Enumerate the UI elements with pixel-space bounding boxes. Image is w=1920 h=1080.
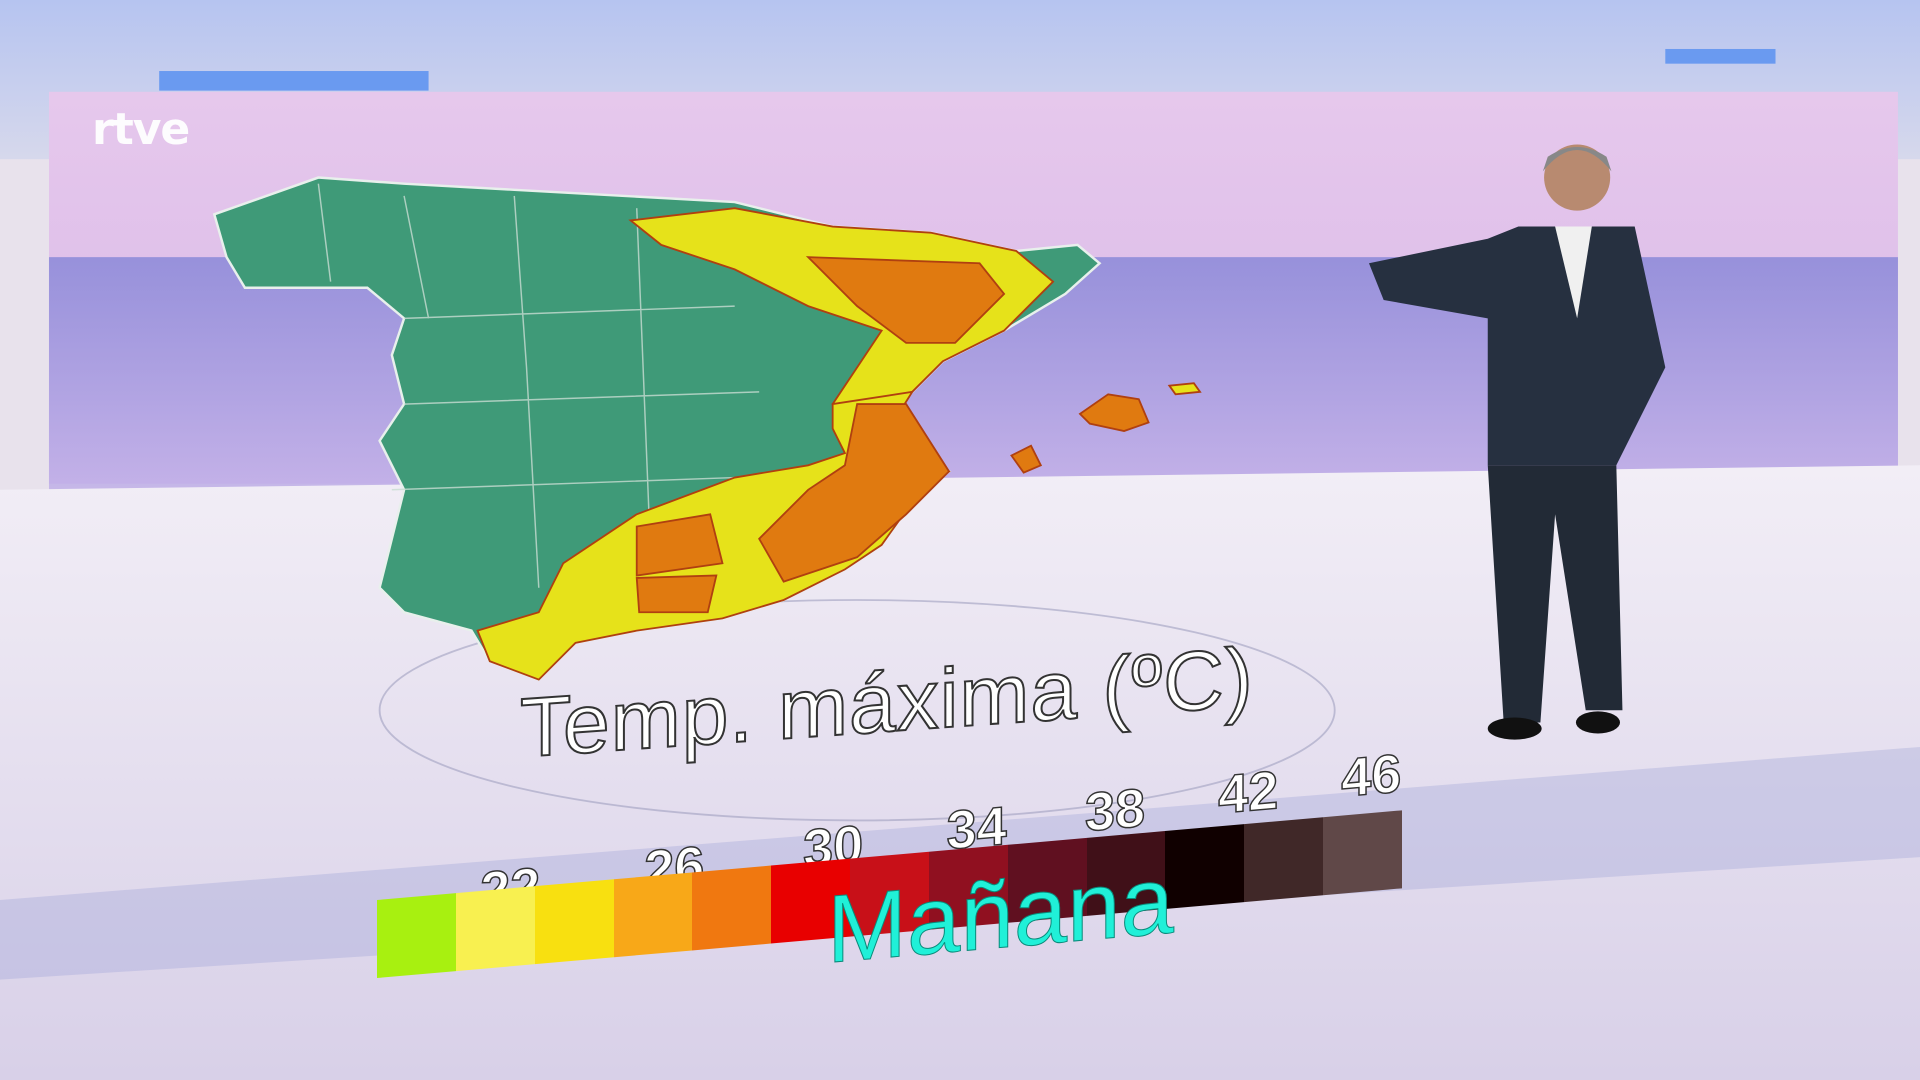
legend-swatch [1244, 817, 1324, 903]
legend-swatch [1323, 810, 1402, 896]
region-orange-south [635, 513, 724, 577]
presenter-head [1544, 144, 1611, 211]
legend-swatch [1165, 824, 1245, 910]
legend-tick: 46 [1340, 743, 1402, 810]
island-mallorca [1078, 393, 1150, 432]
spain-temperature-map [212, 176, 1202, 682]
rtve-logo: rtve [92, 104, 190, 155]
presenter [1368, 144, 1666, 740]
legend-swatch [534, 879, 614, 965]
island-menorca [1167, 382, 1202, 396]
presenter-legs [1487, 465, 1623, 723]
presenter-jacket [1368, 226, 1666, 466]
ceiling-light [1665, 48, 1776, 64]
region-orange-north [805, 256, 1006, 344]
ceiling-light [159, 71, 429, 91]
province-borders [317, 183, 760, 588]
presenter-shoe [1487, 717, 1542, 740]
presenter-shirt [1555, 226, 1592, 319]
presenter-shoe [1575, 711, 1620, 734]
legend-swatch [377, 893, 456, 978]
presenter-hair [1542, 146, 1612, 172]
legend-swatch [692, 865, 772, 951]
island-ibiza [1010, 444, 1043, 474]
floor-ring [378, 599, 1336, 822]
region-orange-east [758, 403, 951, 583]
region-orange-south2 [635, 574, 718, 614]
legend-swatch [455, 886, 535, 972]
legend-swatch [613, 872, 693, 958]
legend-tick: 42 [1217, 759, 1279, 826]
